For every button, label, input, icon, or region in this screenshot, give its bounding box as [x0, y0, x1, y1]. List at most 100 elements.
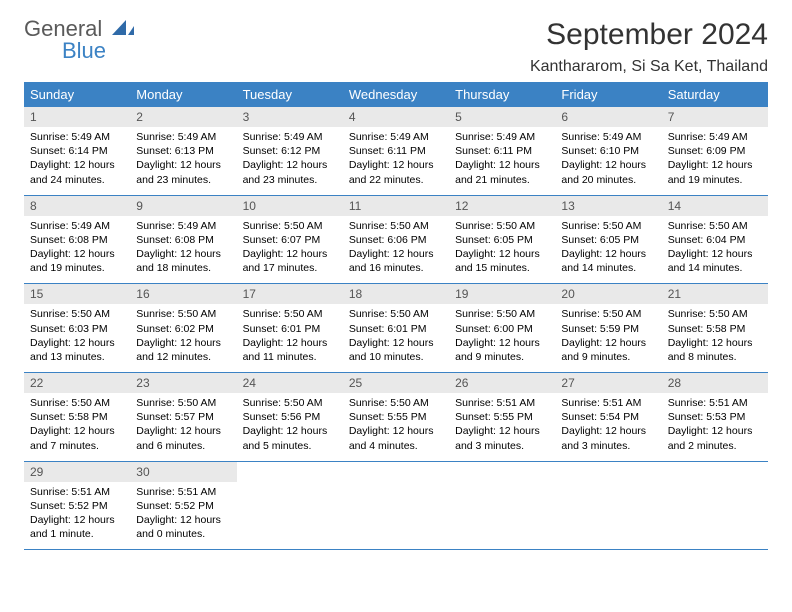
calendar-cell: 27Sunrise: 5:51 AMSunset: 5:54 PMDayligh…: [555, 373, 661, 462]
calendar-cell: [662, 461, 768, 550]
page-header: General Blue September 2024 Kanthararom,…: [24, 18, 768, 76]
day-number: 23: [130, 373, 236, 393]
day-line-d2: and 13 minutes.: [30, 350, 124, 364]
day-number: 27: [555, 373, 661, 393]
day-line-ss: Sunset: 6:12 PM: [243, 144, 337, 158]
day-line-sr: Sunrise: 5:50 AM: [243, 219, 337, 233]
calendar-cell: 30Sunrise: 5:51 AMSunset: 5:52 PMDayligh…: [130, 461, 236, 550]
day-line-d2: and 10 minutes.: [349, 350, 443, 364]
day-detail: Sunrise: 5:50 AMSunset: 6:06 PMDaylight:…: [343, 216, 449, 284]
day-detail: Sunrise: 5:50 AMSunset: 5:58 PMDaylight:…: [662, 304, 768, 372]
day-line-sr: Sunrise: 5:51 AM: [455, 396, 549, 410]
brand-logo: General Blue: [24, 18, 134, 62]
day-line-sr: Sunrise: 5:50 AM: [561, 307, 655, 321]
day-number: 8: [24, 196, 130, 216]
day-detail: Sunrise: 5:49 AMSunset: 6:10 PMDaylight:…: [555, 127, 661, 195]
day-number: 18: [343, 284, 449, 304]
calendar-body: 1Sunrise: 5:49 AMSunset: 6:14 PMDaylight…: [24, 107, 768, 550]
day-line-ss: Sunset: 5:52 PM: [136, 499, 230, 513]
day-line-d1: Daylight: 12 hours: [136, 336, 230, 350]
day-number: 13: [555, 196, 661, 216]
day-line-sr: Sunrise: 5:50 AM: [455, 307, 549, 321]
day-line-sr: Sunrise: 5:50 AM: [136, 307, 230, 321]
calendar-cell: 6Sunrise: 5:49 AMSunset: 6:10 PMDaylight…: [555, 107, 661, 195]
day-line-d1: Daylight: 12 hours: [30, 336, 124, 350]
day-line-d2: and 6 minutes.: [136, 439, 230, 453]
day-number: 28: [662, 373, 768, 393]
day-line-sr: Sunrise: 5:49 AM: [30, 130, 124, 144]
day-line-sr: Sunrise: 5:50 AM: [349, 307, 443, 321]
day-line-sr: Sunrise: 5:50 AM: [668, 219, 762, 233]
day-line-d1: Daylight: 12 hours: [30, 513, 124, 527]
day-line-d1: Daylight: 12 hours: [243, 158, 337, 172]
day-line-sr: Sunrise: 5:49 AM: [561, 130, 655, 144]
day-line-d1: Daylight: 12 hours: [136, 513, 230, 527]
day-number: 5: [449, 107, 555, 127]
day-line-d2: and 22 minutes.: [349, 173, 443, 187]
calendar-table: Sunday Monday Tuesday Wednesday Thursday…: [24, 82, 768, 550]
day-number: 3: [237, 107, 343, 127]
day-line-d1: Daylight: 12 hours: [30, 158, 124, 172]
day-line-ss: Sunset: 5:54 PM: [561, 410, 655, 424]
calendar-cell: 23Sunrise: 5:50 AMSunset: 5:57 PMDayligh…: [130, 373, 236, 462]
day-line-d2: and 18 minutes.: [136, 261, 230, 275]
day-detail: Sunrise: 5:49 AMSunset: 6:12 PMDaylight:…: [237, 127, 343, 195]
calendar-week: 22Sunrise: 5:50 AMSunset: 5:58 PMDayligh…: [24, 373, 768, 462]
day-line-ss: Sunset: 6:13 PM: [136, 144, 230, 158]
day-detail: Sunrise: 5:49 AMSunset: 6:08 PMDaylight:…: [24, 216, 130, 284]
day-line-d2: and 2 minutes.: [668, 439, 762, 453]
day-line-ss: Sunset: 6:01 PM: [349, 322, 443, 336]
day-detail: Sunrise: 5:50 AMSunset: 6:05 PMDaylight:…: [555, 216, 661, 284]
day-detail: Sunrise: 5:50 AMSunset: 6:02 PMDaylight:…: [130, 304, 236, 372]
day-line-sr: Sunrise: 5:51 AM: [561, 396, 655, 410]
day-number: 24: [237, 373, 343, 393]
day-line-d2: and 24 minutes.: [30, 173, 124, 187]
day-line-sr: Sunrise: 5:50 AM: [243, 307, 337, 321]
day-detail: Sunrise: 5:50 AMSunset: 5:56 PMDaylight:…: [237, 393, 343, 461]
day-line-d2: and 11 minutes.: [243, 350, 337, 364]
day-detail: Sunrise: 5:50 AMSunset: 6:05 PMDaylight:…: [449, 216, 555, 284]
day-line-d1: Daylight: 12 hours: [349, 424, 443, 438]
day-line-d1: Daylight: 12 hours: [668, 158, 762, 172]
day-number: 26: [449, 373, 555, 393]
day-line-ss: Sunset: 6:08 PM: [136, 233, 230, 247]
calendar-cell: 25Sunrise: 5:50 AMSunset: 5:55 PMDayligh…: [343, 373, 449, 462]
day-header: Saturday: [662, 82, 768, 107]
day-line-ss: Sunset: 5:52 PM: [30, 499, 124, 513]
day-line-d1: Daylight: 12 hours: [243, 247, 337, 261]
calendar-cell: 20Sunrise: 5:50 AMSunset: 5:59 PMDayligh…: [555, 284, 661, 373]
calendar-cell: 24Sunrise: 5:50 AMSunset: 5:56 PMDayligh…: [237, 373, 343, 462]
day-line-sr: Sunrise: 5:51 AM: [668, 396, 762, 410]
day-line-d1: Daylight: 12 hours: [136, 247, 230, 261]
day-header: Wednesday: [343, 82, 449, 107]
day-line-ss: Sunset: 5:57 PM: [136, 410, 230, 424]
day-number: 7: [662, 107, 768, 127]
day-line-d1: Daylight: 12 hours: [349, 158, 443, 172]
day-detail: Sunrise: 5:50 AMSunset: 6:07 PMDaylight:…: [237, 216, 343, 284]
day-line-ss: Sunset: 5:55 PM: [455, 410, 549, 424]
day-line-sr: Sunrise: 5:50 AM: [30, 307, 124, 321]
day-header: Monday: [130, 82, 236, 107]
calendar-week: 1Sunrise: 5:49 AMSunset: 6:14 PMDaylight…: [24, 107, 768, 195]
calendar-cell: 3Sunrise: 5:49 AMSunset: 6:12 PMDaylight…: [237, 107, 343, 195]
day-number: 19: [449, 284, 555, 304]
day-detail: Sunrise: 5:49 AMSunset: 6:14 PMDaylight:…: [24, 127, 130, 195]
day-line-sr: Sunrise: 5:50 AM: [243, 396, 337, 410]
day-line-ss: Sunset: 5:55 PM: [349, 410, 443, 424]
calendar-cell: 19Sunrise: 5:50 AMSunset: 6:00 PMDayligh…: [449, 284, 555, 373]
calendar-cell: 12Sunrise: 5:50 AMSunset: 6:05 PMDayligh…: [449, 195, 555, 284]
day-line-ss: Sunset: 6:04 PM: [668, 233, 762, 247]
calendar-cell: 8Sunrise: 5:49 AMSunset: 6:08 PMDaylight…: [24, 195, 130, 284]
day-line-ss: Sunset: 6:05 PM: [561, 233, 655, 247]
day-line-d2: and 16 minutes.: [349, 261, 443, 275]
day-number: 16: [130, 284, 236, 304]
day-detail: Sunrise: 5:51 AMSunset: 5:52 PMDaylight:…: [24, 482, 130, 550]
calendar-cell: [343, 461, 449, 550]
day-line-d2: and 9 minutes.: [455, 350, 549, 364]
day-line-d1: Daylight: 12 hours: [136, 424, 230, 438]
day-number: 9: [130, 196, 236, 216]
day-number: 1: [24, 107, 130, 127]
day-line-ss: Sunset: 5:56 PM: [243, 410, 337, 424]
day-line-sr: Sunrise: 5:49 AM: [136, 130, 230, 144]
day-number: 10: [237, 196, 343, 216]
